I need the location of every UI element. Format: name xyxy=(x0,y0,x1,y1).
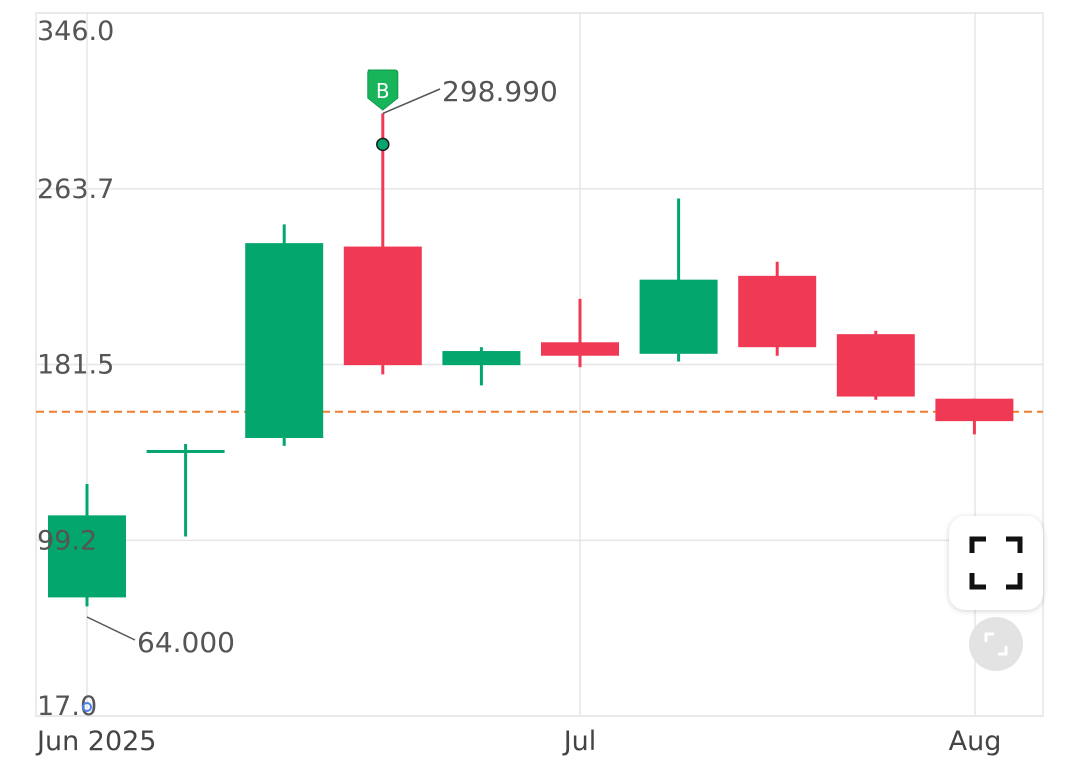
candle-body xyxy=(442,351,521,366)
x-tick-label: Aug xyxy=(949,726,1002,757)
candles xyxy=(48,113,1014,607)
candle-body xyxy=(541,342,619,356)
max-leader-line xyxy=(382,88,441,115)
candle-body xyxy=(48,515,126,598)
candle xyxy=(442,347,521,386)
candle-body xyxy=(146,449,225,453)
candle xyxy=(935,398,1014,435)
candle-body xyxy=(935,398,1014,422)
candle xyxy=(836,330,915,400)
candle xyxy=(738,261,817,356)
candle-body xyxy=(245,243,324,439)
buy-dot xyxy=(376,137,390,152)
candle-body xyxy=(836,334,915,397)
min-leader-line xyxy=(86,616,136,641)
exit-fullscreen-button[interactable] xyxy=(969,617,1023,671)
candle-body xyxy=(343,246,422,366)
min-price-label: 64.000 xyxy=(137,626,235,659)
candle-body xyxy=(639,279,718,354)
fullscreen-button[interactable] xyxy=(949,516,1043,610)
x-tick-label: Jun 2025 xyxy=(35,726,156,757)
candle xyxy=(541,298,619,368)
buy-marker-flag xyxy=(367,69,399,111)
x-axis: Jun 2025 Jul Aug xyxy=(35,726,1001,757)
y-tick-label: 181.5 xyxy=(37,350,114,381)
candle xyxy=(146,443,225,537)
y-axis: 346.0 263.7 181.5 99.2 17.0 xyxy=(37,16,114,722)
y-tick-label: 346.0 xyxy=(37,16,114,47)
y-tick-label: 263.7 xyxy=(37,174,114,205)
buy-marker-letter: B xyxy=(376,79,390,103)
candle xyxy=(343,113,422,375)
candle xyxy=(48,483,126,607)
y-tick-label: 99.2 xyxy=(37,525,97,556)
origin-marker xyxy=(82,702,92,712)
max-price-label: 298.990 xyxy=(442,75,558,108)
candle xyxy=(245,224,324,446)
exit-fullscreen-icon xyxy=(984,632,1008,656)
x-tick-label: Jul xyxy=(562,726,597,757)
annotations: 298.990 64.000 B xyxy=(86,69,558,659)
fullscreen-icon xyxy=(969,536,1023,590)
candle-body xyxy=(738,275,817,348)
y-tick-label: 17.0 xyxy=(37,691,97,722)
candle xyxy=(639,198,718,362)
